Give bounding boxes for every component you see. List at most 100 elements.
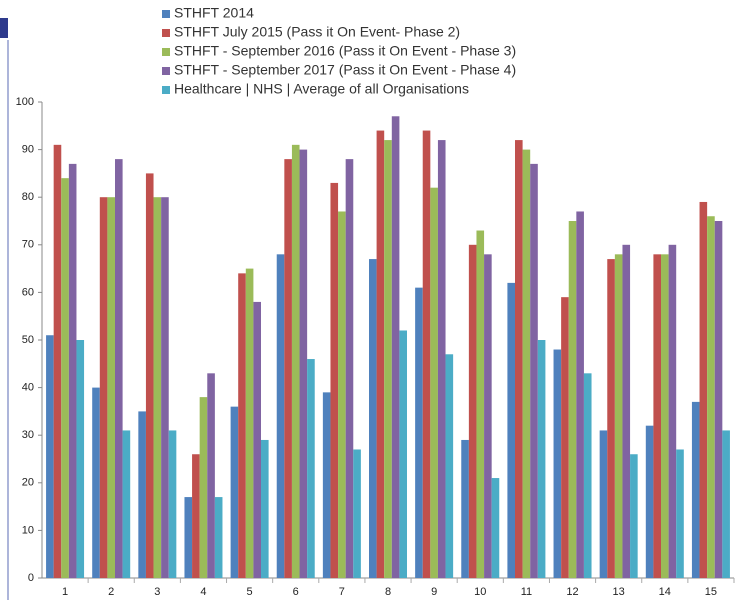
bar bbox=[399, 330, 407, 578]
bar bbox=[622, 244, 631, 579]
bar bbox=[576, 211, 584, 579]
bar bbox=[461, 439, 469, 578]
bar bbox=[668, 244, 677, 579]
bar bbox=[115, 159, 123, 578]
bar bbox=[507, 282, 515, 578]
legend-text: Healthcare | NHS | Average of all Organi… bbox=[174, 81, 469, 97]
x-tick-label: 5 bbox=[247, 586, 253, 598]
bar bbox=[345, 159, 354, 578]
x-tick-label: 10 bbox=[474, 586, 486, 598]
y-tick-label: 0 bbox=[28, 572, 34, 584]
bar bbox=[468, 244, 477, 579]
bar bbox=[61, 178, 69, 578]
bar bbox=[153, 197, 162, 578]
bar bbox=[384, 140, 392, 578]
x-tick-label: 12 bbox=[566, 586, 578, 598]
bar bbox=[722, 430, 730, 578]
bar bbox=[699, 201, 708, 578]
bar bbox=[583, 373, 592, 578]
legend-text: STHFT - September 2017 (Pass it On Event… bbox=[174, 62, 516, 78]
bar bbox=[68, 163, 77, 578]
bar bbox=[230, 406, 239, 578]
bar bbox=[645, 425, 654, 578]
bar bbox=[299, 149, 308, 578]
bar bbox=[338, 211, 346, 579]
bar bbox=[491, 478, 500, 578]
bar bbox=[537, 340, 546, 578]
y-tick-label: 70 bbox=[22, 239, 34, 251]
y-tick-label: 100 bbox=[16, 96, 34, 108]
x-tick-label: 4 bbox=[200, 586, 206, 598]
x-tick-label: 3 bbox=[154, 586, 160, 598]
bar bbox=[207, 373, 215, 578]
x-tick-label: 8 bbox=[385, 586, 391, 598]
bar bbox=[676, 449, 684, 578]
bar bbox=[568, 221, 577, 578]
bar bbox=[353, 449, 361, 578]
bar bbox=[522, 149, 531, 578]
bar bbox=[515, 140, 523, 578]
bar bbox=[415, 287, 423, 578]
bar bbox=[437, 140, 446, 578]
x-tick-label: 6 bbox=[293, 586, 299, 598]
y-tick-label: 80 bbox=[22, 191, 34, 203]
bar bbox=[707, 216, 715, 579]
bar bbox=[291, 144, 300, 578]
bar bbox=[422, 130, 431, 578]
legend-text: STHFT - September 2016 (Pass it On Event… bbox=[174, 43, 516, 59]
y-tick-label: 40 bbox=[22, 382, 34, 394]
bar bbox=[369, 259, 377, 578]
bar bbox=[714, 221, 723, 578]
bar bbox=[107, 197, 115, 578]
bar bbox=[184, 497, 193, 578]
bar bbox=[691, 401, 700, 578]
bar bbox=[614, 254, 623, 578]
bar bbox=[161, 197, 169, 578]
x-tick-label: 7 bbox=[339, 586, 345, 598]
y-tick-label: 60 bbox=[22, 286, 34, 298]
x-tick-label: 11 bbox=[521, 586, 532, 598]
bar bbox=[261, 439, 269, 578]
x-tick-label: 1 bbox=[62, 586, 68, 598]
bar bbox=[376, 130, 385, 578]
legend-swatch bbox=[162, 10, 170, 18]
legend-swatch bbox=[162, 86, 170, 94]
y-tick-label: 90 bbox=[22, 144, 34, 156]
x-tick-label: 14 bbox=[659, 586, 671, 598]
bar bbox=[561, 297, 569, 578]
bar bbox=[653, 254, 661, 578]
bar bbox=[307, 359, 315, 578]
bar bbox=[192, 454, 200, 578]
y-tick-label: 50 bbox=[22, 334, 34, 346]
legend-text: STHFT 2014 bbox=[174, 5, 254, 21]
bar bbox=[53, 144, 62, 578]
bar bbox=[99, 197, 108, 578]
legend-swatch bbox=[162, 29, 170, 37]
legend-swatch bbox=[162, 48, 170, 56]
y-tick-label: 20 bbox=[22, 477, 34, 489]
bar bbox=[391, 116, 400, 578]
x-tick-label: 15 bbox=[705, 586, 717, 598]
bar bbox=[138, 411, 146, 578]
bar bbox=[476, 230, 485, 578]
bar bbox=[553, 349, 562, 578]
bar bbox=[253, 301, 261, 578]
bar bbox=[122, 430, 131, 578]
bar bbox=[245, 268, 254, 578]
bar bbox=[430, 187, 438, 578]
bar bbox=[322, 392, 331, 578]
bar bbox=[630, 454, 638, 578]
bar bbox=[276, 254, 285, 578]
bar bbox=[199, 397, 208, 578]
bar bbox=[330, 182, 339, 579]
bar bbox=[284, 159, 292, 578]
bar bbox=[76, 340, 85, 578]
bar bbox=[484, 254, 492, 578]
bar bbox=[530, 163, 538, 578]
bar bbox=[238, 273, 246, 578]
y-tick-label: 10 bbox=[22, 524, 34, 536]
bar bbox=[661, 254, 669, 578]
bar bbox=[445, 354, 454, 578]
x-tick-label: 13 bbox=[613, 586, 625, 598]
